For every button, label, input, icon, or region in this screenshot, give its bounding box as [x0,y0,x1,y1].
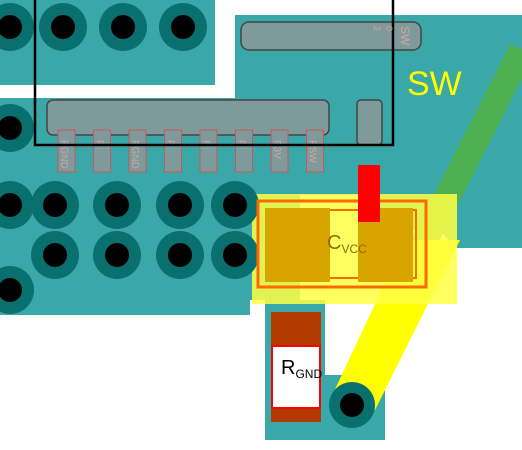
connector-pin-2 [93,129,111,173]
connector-pin-label-4: P [165,140,176,147]
switch-part-labels: SW 2 0 [372,26,412,46]
th-pad-hole-3 [111,15,135,39]
connector-pin-label-5: P [200,140,211,147]
connector-pin-label-7: P3V [271,140,282,159]
resistor-rgnd: RGND [271,312,322,422]
sw-net-label: SW [407,65,462,103]
connector-pin-6 [235,129,253,173]
through-hole-pads [0,3,259,314]
capacitor-cvcc: CVCC [256,199,428,289]
capacitor-label-main: C [327,232,341,254]
connector-pin-label-3: PGND [129,140,140,169]
th-pad-hole-8 [105,193,129,217]
switch-part-text: SW [398,26,412,46]
capacitor-label: CVCC [327,232,367,256]
th-pad-hole-7 [43,193,67,217]
th-pad-hole-2 [51,15,75,39]
switch-part-pin-0: 0 [384,26,394,31]
connector-pin-1 [57,129,76,173]
switch-part-pin-2: 2 [372,26,382,31]
th-pad-hole-5 [0,116,22,140]
connector-pin-4 [164,129,182,173]
connector-pins: PGND P PGND P P P P3V PSW [57,129,324,173]
th-pad-hole-11 [43,243,67,267]
capacitor-outline-outer [256,199,428,289]
connector-pin-label-2: P [94,140,105,147]
th-pad-hole-15 [0,278,22,302]
connector-pin-8 [306,129,324,173]
component-outline-box [33,0,395,147]
th-pad-hole-1 [0,15,22,39]
resistor-label-sub: GND [295,367,322,381]
th-pad-hole-4 [171,15,195,39]
capacitor-pad-left [265,208,330,282]
connector-pin-label-8: PSW [307,140,318,163]
connector-pin-7 [270,129,289,173]
capacitor-label-sub: VCC [341,242,367,256]
capacitor-polarity-mark [358,165,380,222]
via-bottom [329,382,375,428]
connector-pin-label-6: P [236,140,247,147]
connector-pin-3 [128,129,147,173]
th-pad-hole-6 [0,193,22,217]
resistor-label-main: R [281,357,295,379]
resistor-label-box [271,345,321,409]
th-pad-hole-12 [105,243,129,267]
th-pad-hole-9 [168,193,192,217]
resistor-label: RGND [281,357,322,381]
connector-pin-label-1: PGND [58,140,69,169]
th-pad-hole-14 [223,243,247,267]
th-pad-hole-10 [223,193,247,217]
connector-pin-5 [199,129,218,173]
connector-body [46,21,422,146]
th-pad-hole-13 [168,243,192,267]
